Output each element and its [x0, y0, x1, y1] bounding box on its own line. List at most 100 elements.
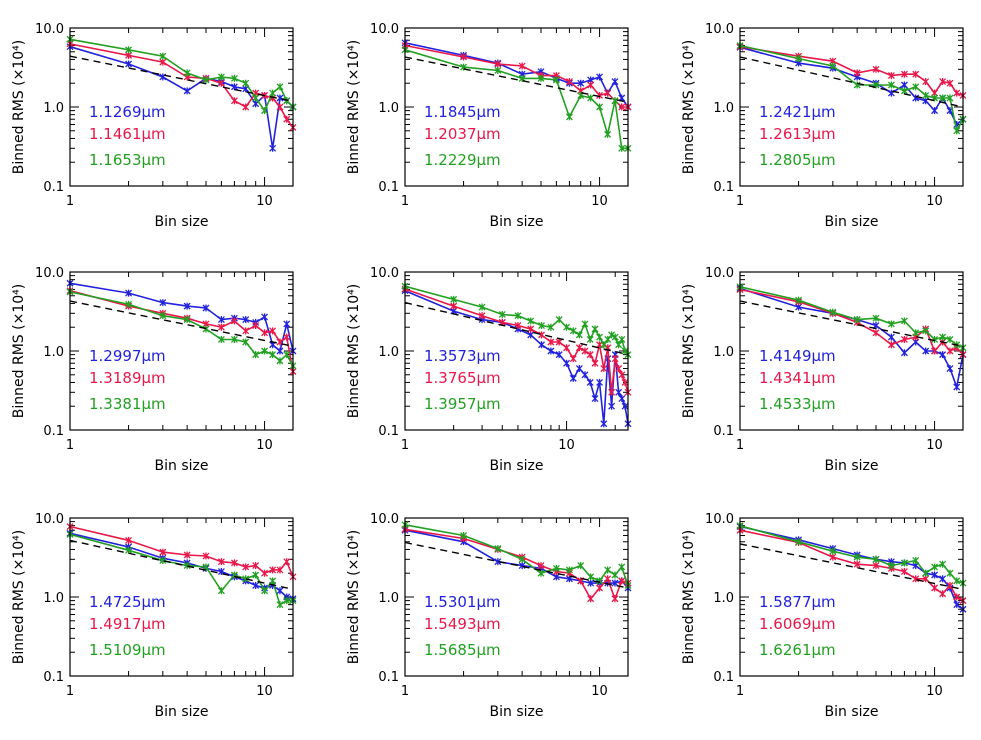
data-point [202, 304, 210, 312]
data-point [615, 365, 623, 373]
y-tick-label: 1.0 [713, 345, 734, 360]
data-point [547, 338, 555, 346]
chart-panel: 1.4725μm 1.4917μm 1.5109μm 0.1 1.0 10.0 1 10 Bin… [11, 512, 297, 720]
y-axis-label: Binned RMS (×10⁴) [346, 284, 362, 418]
data-point [621, 378, 629, 386]
data-point [795, 55, 803, 63]
data-point [230, 335, 238, 343]
data-point [912, 83, 920, 91]
data-point [946, 347, 954, 355]
data-point [125, 46, 133, 54]
chart-panel: 1.1269μm 1.1461μm 1.1653μm 0.1 1.0 10.0 1 10 Bin… [11, 22, 297, 230]
data-point [565, 78, 573, 86]
data-point [611, 355, 619, 363]
data-point [953, 383, 961, 391]
data-point [494, 60, 502, 68]
data-point [252, 351, 260, 359]
data-point [460, 53, 468, 61]
data-point [261, 329, 269, 337]
chart-panel: 1.1845μm 1.2037μm 1.2229μm 0.1 1.0 10.0 1 10 Bin… [346, 22, 632, 230]
data-point [596, 73, 604, 81]
data-point [514, 312, 522, 320]
data-point [953, 89, 961, 97]
data-point [538, 331, 546, 339]
series-line [739, 44, 964, 134]
legend-label: 1.4149μm [759, 347, 836, 365]
data-point [269, 144, 277, 152]
series-line [739, 45, 964, 97]
data-point [217, 323, 225, 331]
series-line [69, 525, 294, 578]
y-tick-label: 1.0 [378, 345, 399, 360]
y-tick-label: 0.1 [43, 180, 64, 195]
data-point [887, 562, 895, 570]
data-point [872, 562, 880, 570]
data-point [183, 302, 191, 310]
data-point [581, 371, 589, 379]
data-point [565, 113, 573, 121]
data-point [922, 78, 930, 86]
data-point [581, 320, 589, 328]
x-tick-label: 1 [401, 194, 409, 209]
data-point [931, 107, 939, 115]
data-point [269, 351, 277, 359]
data-point [611, 333, 619, 341]
x-axis-label: Bin size [490, 214, 544, 230]
plot-frame [739, 27, 964, 187]
data-point [939, 590, 947, 598]
legend-label: 1.2613μm [759, 125, 836, 143]
data-point [853, 553, 861, 561]
data-point [900, 349, 908, 357]
legend-label: 1.3573μm [424, 347, 501, 365]
y-axis-label: Binned RMS (×10⁴) [11, 40, 27, 174]
data-point [494, 66, 502, 74]
data-point [565, 566, 573, 574]
data-point [252, 562, 260, 570]
data-point [478, 303, 486, 311]
data-point [494, 545, 502, 553]
data-point [242, 79, 250, 87]
legend-label: 1.2997μm [89, 347, 166, 365]
x-tick-label: 10 [256, 438, 273, 453]
data-point [537, 74, 545, 82]
plot-frame [69, 517, 294, 677]
data-point [202, 563, 210, 571]
y-tick-label: 10.0 [35, 266, 64, 281]
y-axis-label: Binned RMS (×10⁴) [681, 284, 697, 418]
data-point [900, 559, 908, 567]
data-point [159, 312, 167, 320]
data-point [795, 538, 803, 546]
data-point [600, 365, 608, 373]
data-point [611, 97, 619, 105]
data-point [887, 89, 895, 97]
data-point [586, 351, 594, 359]
y-tick-label: 0.1 [378, 424, 399, 439]
data-point [939, 560, 947, 568]
data-point [563, 359, 571, 367]
legend-label: 1.3957μm [424, 395, 501, 413]
data-point [569, 374, 577, 382]
data-point [931, 347, 939, 355]
data-point [900, 81, 908, 89]
plot-frame [404, 27, 629, 187]
chart-panel: 1.5877μm 1.6069μm 1.6261μm 0.1 1.0 10.0 1 10 Bin… [681, 512, 967, 720]
data-point [125, 60, 133, 68]
x-tick-label: 10 [256, 194, 273, 209]
data-point [276, 566, 284, 574]
data-point [242, 338, 250, 346]
data-point [912, 70, 920, 78]
data-point [577, 562, 585, 570]
y-tick-label: 10.0 [35, 512, 64, 527]
data-point [611, 595, 619, 603]
data-point [538, 322, 546, 330]
data-point [587, 81, 595, 89]
data-point [900, 335, 908, 343]
data-point [217, 73, 225, 81]
data-point [853, 81, 861, 89]
legend-label: 1.2805μm [759, 151, 836, 169]
x-tick-label: 1 [66, 194, 74, 209]
data-point [230, 74, 238, 82]
data-point [217, 316, 225, 324]
data-point [242, 327, 250, 335]
